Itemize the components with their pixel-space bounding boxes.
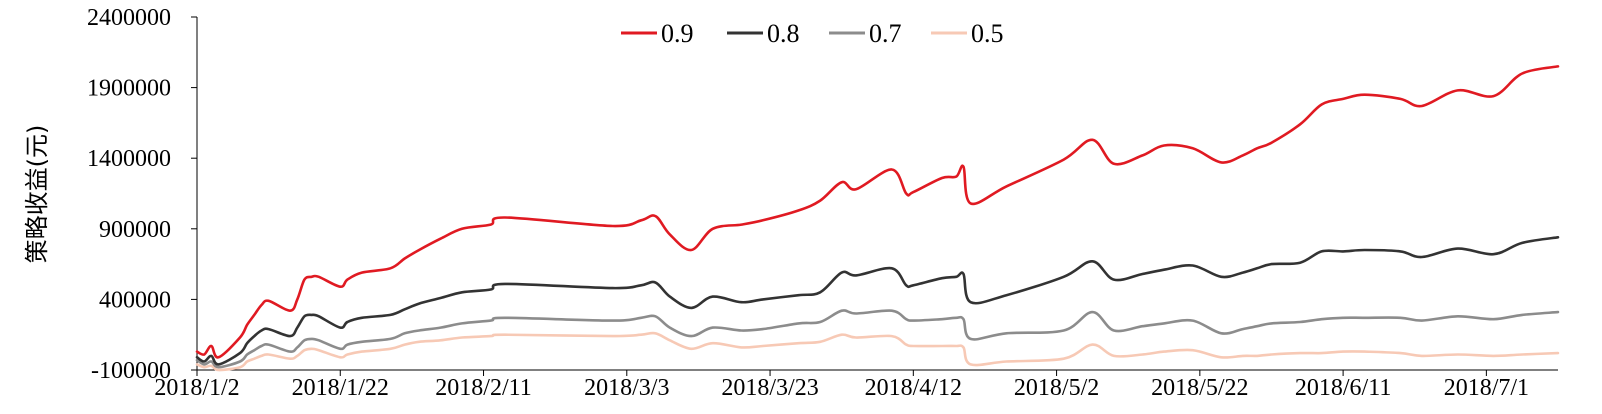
x-tick-label: 2018/2/11 (435, 375, 531, 401)
series-lines (195, 65, 1560, 372)
x-tick-label: 2018/3/23 (721, 375, 818, 401)
legend-item: 0.7 (829, 19, 902, 48)
x-tick-label: 2018/4/12 (865, 375, 962, 401)
axes (196, 17, 1558, 371)
y-tick-label: 900000 (99, 217, 171, 243)
series-line-0-7 (195, 309, 1560, 369)
series-line-0-8 (195, 236, 1560, 366)
legend: 0.9 0.8 0.7 0.5 (621, 19, 1004, 48)
series-line-0-5 (195, 331, 1560, 372)
x-tick-label: 2018/5/2 (1014, 375, 1099, 401)
legend-label: 0.9 (661, 19, 694, 48)
x-tick-label: 2018/1/22 (292, 375, 389, 401)
legend-item: 0.9 (621, 19, 694, 48)
y-ticks: -100000 400000 900000 1400000 1900000 2400000 (87, 5, 197, 384)
y-tick-label: 2400000 (87, 5, 171, 31)
y-tick-label: -100000 (91, 358, 171, 384)
x-tick-label: 2018/6/11 (1295, 375, 1391, 401)
legend-item: 0.5 (931, 19, 1004, 48)
y-tick-label: 1900000 (87, 76, 171, 102)
x-tick-label: 2018/7/1 (1444, 375, 1529, 401)
x-tick-label: 2018/1/2 (154, 375, 239, 401)
x-tick-label: 2018/5/22 (1151, 375, 1248, 401)
y-tick-label: 400000 (99, 287, 171, 313)
legend-label: 0.8 (767, 19, 800, 48)
y-tick-label: 1400000 (87, 146, 171, 172)
x-ticks: 2018/1/2 2018/1/22 2018/2/11 2018/3/3 2018/3… (154, 370, 1529, 401)
y-axis-label: 策略收益(元) (23, 125, 51, 264)
series-line-0-9 (195, 65, 1560, 359)
legend-label: 0.7 (869, 19, 902, 48)
legend-label: 0.5 (971, 19, 1004, 48)
legend-item: 0.8 (727, 19, 800, 48)
x-tick-label: 2018/3/3 (584, 375, 669, 401)
